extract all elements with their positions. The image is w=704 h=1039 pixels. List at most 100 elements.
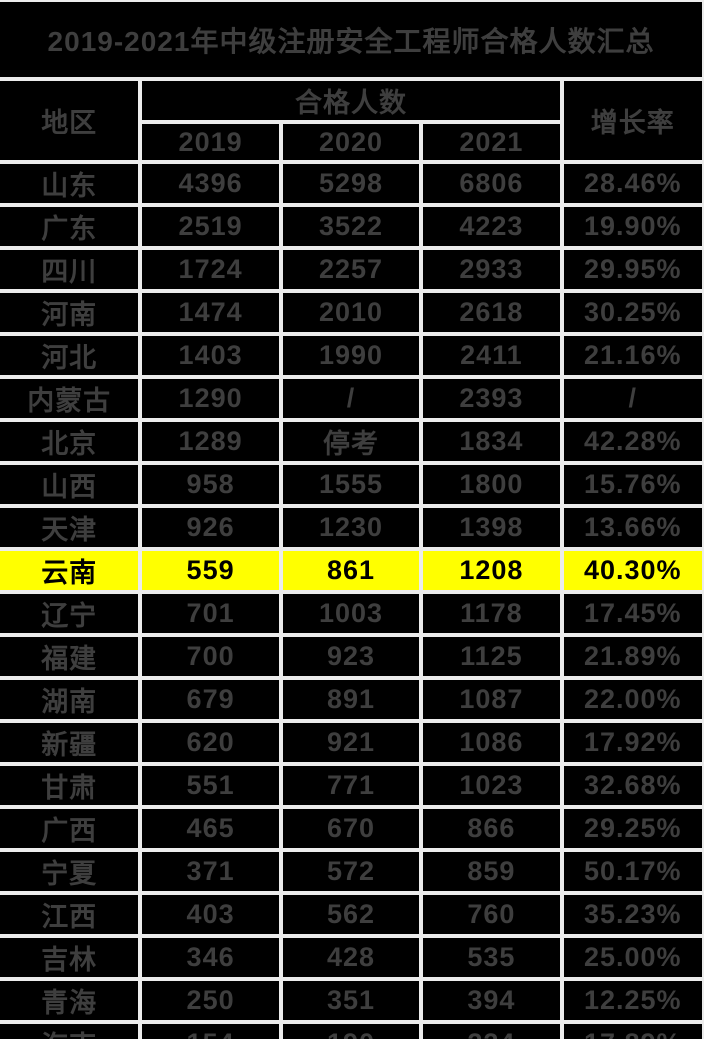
year-value-cell: 1086	[419, 719, 564, 766]
header-row-groups: 地区 合格人数 增长率	[0, 81, 702, 164]
year-value-cell: 428	[278, 934, 424, 981]
year-value-cell: 2393	[419, 375, 564, 422]
growth-rate-cell: 12.25%	[559, 977, 702, 1024]
table-row: 湖南 679 891 1087 22.00%	[0, 676, 702, 723]
year-value-cell: 1398	[419, 504, 564, 551]
year-value-cell: 250	[138, 977, 283, 1024]
growth-rate-cell: 22.00%	[559, 676, 702, 723]
growth-rate-cell: 21.16%	[559, 332, 702, 379]
year-value-cell: 891	[278, 676, 424, 723]
growth-rate-cell: 28.46%	[559, 160, 702, 207]
year-value-cell: 958	[138, 461, 283, 508]
region-cell: 四川	[0, 246, 143, 293]
region-cell: 内蒙古	[0, 375, 143, 422]
year-value-cell: 1724	[138, 246, 283, 293]
year-value-cell: 700	[138, 633, 283, 680]
table-row: 甘肃 551 771 1023 32.68%	[0, 762, 702, 809]
growth-rate-cell: 17.45%	[559, 590, 702, 637]
year-value-cell: 620	[138, 719, 283, 766]
year-value-cell: 2933	[419, 246, 564, 293]
qualified-counts-table: 地区 合格人数 增长率 2019 2020 2021 山东 4396 5298 6806 2…	[0, 81, 702, 1039]
growth-rate-cell: 21.89%	[559, 633, 702, 680]
growth-rate-cell: 25.00%	[559, 934, 702, 981]
year-value-cell: 4396	[138, 160, 283, 207]
growth-rate-cell: 15.76%	[559, 461, 702, 508]
region-cell: 广西	[0, 805, 143, 852]
table-row: 山东 4396 5298 6806 28.46%	[0, 160, 702, 207]
col-header-qualified-group: 合格人数	[138, 81, 564, 124]
region-cell: 广东	[0, 203, 143, 250]
year-value-cell: 1834	[419, 418, 564, 465]
year-value-cell: 551	[138, 762, 283, 809]
year-value-cell: 1403	[138, 332, 283, 379]
table-row: 青海 250 351 394 12.25%	[0, 977, 702, 1024]
year-value-cell: 465	[138, 805, 283, 852]
table-row: 云南 559 861 1208 40.30%	[0, 547, 702, 594]
year-value-cell: 1208	[419, 547, 564, 594]
year-value-cell: 1023	[419, 762, 564, 809]
year-value-cell: 923	[278, 633, 424, 680]
table-row: 河南 1474 2010 2618 30.25%	[0, 289, 702, 336]
year-value-cell: 2010	[278, 289, 424, 336]
region-cell: 天津	[0, 504, 143, 551]
year-value-cell: 1289	[138, 418, 283, 465]
table-row: 辽宁 701 1003 1178 17.45%	[0, 590, 702, 637]
year-value-cell: 403	[138, 891, 283, 938]
header-row-years: 2019 2020 2021	[0, 120, 702, 164]
year-value-cell: 2618	[419, 289, 564, 336]
col-header-year: 2019	[140, 120, 283, 164]
table-row: 广东 2519 3522 4223 19.90%	[0, 203, 702, 250]
col-header-year: 2021	[419, 120, 562, 164]
year-value-cell: /	[278, 375, 424, 422]
table-row: 山西 958 1555 1800 15.76%	[0, 461, 702, 508]
year-value-cell: 679	[138, 676, 283, 723]
year-value-cell: 394	[419, 977, 564, 1024]
year-value-cell: 351	[278, 977, 424, 1024]
growth-rate-cell: 29.25%	[559, 805, 702, 852]
year-value-cell: 6806	[419, 160, 564, 207]
table-row: 福建 700 923 1125 21.89%	[0, 633, 702, 680]
table-title: 2019-2021年中级注册安全工程师合格人数汇总	[0, 2, 702, 81]
region-cell: 新疆	[0, 719, 143, 766]
year-value-cell: 224	[419, 1020, 564, 1039]
year-value-cell: 1990	[278, 332, 424, 379]
year-value-cell: 2411	[419, 332, 564, 379]
region-cell: 山东	[0, 160, 143, 207]
region-cell: 北京	[0, 418, 143, 465]
year-value-cell: 926	[138, 504, 283, 551]
year-value-cell: 535	[419, 934, 564, 981]
region-cell: 河北	[0, 332, 143, 379]
year-value-cell: 771	[278, 762, 424, 809]
table-body: 山东 4396 5298 6806 28.46% 广东 2519 3522 4223 19.90%…	[0, 160, 702, 1039]
growth-rate-cell: /	[559, 375, 702, 422]
year-value-cell: 4223	[419, 203, 564, 250]
year-value-cell: 1474	[138, 289, 283, 336]
table-row: 河北 1403 1990 2411 21.16%	[0, 332, 702, 379]
region-cell: 云南	[0, 547, 143, 594]
table-row: 四川 1724 2257 2933 29.95%	[0, 246, 702, 293]
table-row: 海南15419022417.89%	[0, 1020, 702, 1039]
region-cell: 吉林	[0, 934, 143, 981]
growth-rate-cell: 30.25%	[559, 289, 702, 336]
region-cell: 江西	[0, 891, 143, 938]
region-cell: 海南	[0, 1020, 143, 1039]
col-header-region: 地区	[0, 81, 143, 164]
year-value-cell: 701	[138, 590, 283, 637]
region-cell: 青海	[0, 977, 143, 1024]
region-cell: 湖南	[0, 676, 143, 723]
year-value-cell: 921	[278, 719, 424, 766]
table-row: 内蒙古 1290/2393/	[0, 375, 702, 422]
table-header: 地区 合格人数 增长率 2019 2020 2021	[0, 81, 702, 164]
table-row: 新疆 620 921 1086 17.92%	[0, 719, 702, 766]
growth-rate-cell: 32.68%	[559, 762, 702, 809]
year-value-cell: 1125	[419, 633, 564, 680]
year-value-cell: 1003	[278, 590, 424, 637]
growth-rate-cell: 42.28%	[559, 418, 702, 465]
table-row: 天津 926 1230 1398 13.66%	[0, 504, 702, 551]
region-cell: 辽宁	[0, 590, 143, 637]
region-cell: 河南	[0, 289, 143, 336]
year-value-cell: 371	[138, 848, 283, 895]
growth-rate-cell: 35.23%	[559, 891, 702, 938]
col-header-year: 2020	[278, 120, 424, 164]
